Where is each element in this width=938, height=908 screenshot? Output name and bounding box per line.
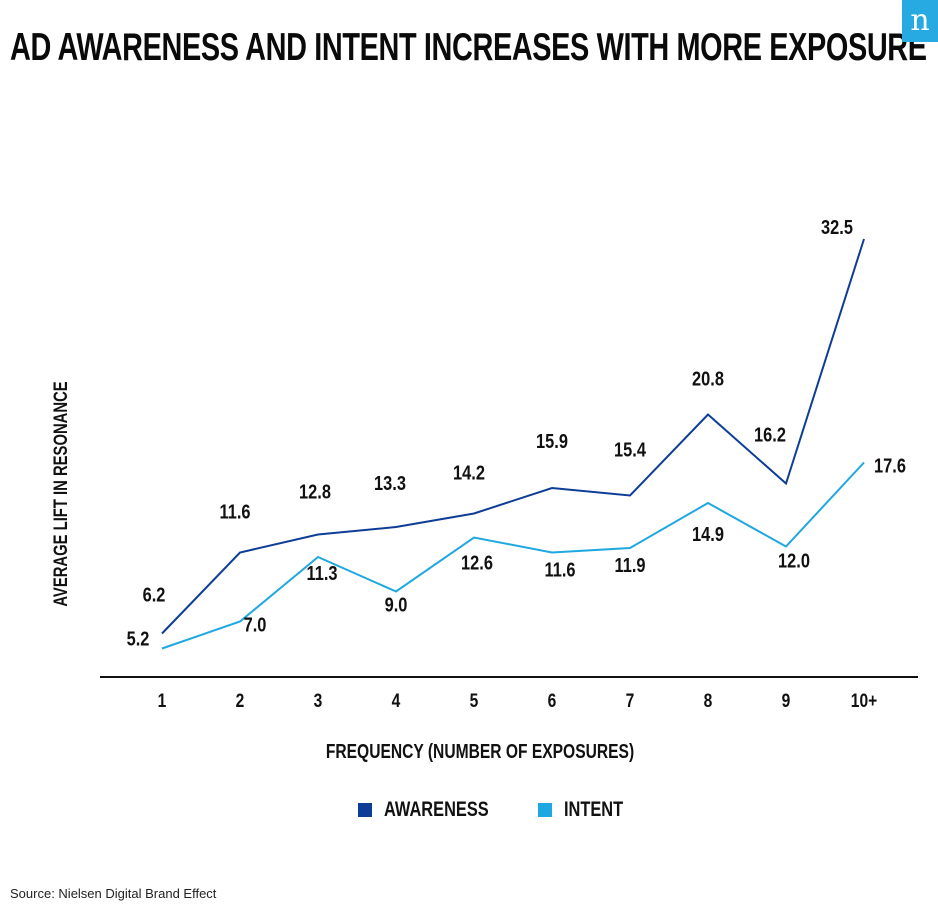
x-tick-label: 7 [626, 690, 635, 712]
data-label-awareness: 6.2 [143, 583, 166, 606]
data-label-intent: 9.0 [385, 593, 408, 616]
x-tick-label: 8 [704, 690, 713, 712]
data-label-intent: 11.3 [307, 561, 338, 584]
x-axis-label: FREQUENCY (NUMBER OF EXPOSURES) [325, 741, 635, 763]
data-label-awareness: 16.2 [754, 423, 786, 446]
legend-label-intent: INTENT [564, 798, 624, 821]
data-label-intent: 12.0 [778, 549, 810, 572]
data-label-awareness: 15.9 [536, 429, 568, 452]
legend-swatch-intent [538, 803, 553, 817]
x-tick-label: 4 [392, 690, 401, 712]
x-tick-label: 6 [548, 690, 557, 712]
x-tick-label: 2 [236, 690, 245, 712]
series-line-awareness [161, 238, 865, 635]
data-label-awareness: 20.8 [692, 367, 724, 390]
legend: AWARENESS INTENT [358, 798, 660, 822]
legend-item-intent: INTENT [538, 798, 640, 822]
source-note: Source: Nielsen Digital Brand Effect [10, 886, 217, 901]
legend-item-awareness: AWARENESS [358, 798, 518, 822]
data-label-awareness: 32.5 [821, 215, 853, 238]
legend-swatch-awareness [358, 803, 372, 817]
chart-title: AD AWARENESS AND INTENT INCREASES WITH M… [10, 26, 927, 69]
data-label-awareness: 13.3 [374, 471, 406, 494]
x-tick-label: 1 [158, 690, 167, 712]
data-label-intent: 17.6 [874, 454, 906, 477]
data-label-awareness: 15.4 [614, 438, 647, 461]
data-label-intent: 14.9 [692, 522, 724, 545]
data-label-intent: 7.0 [244, 613, 267, 636]
data-label-awareness: 12.8 [299, 480, 331, 503]
data-label-intent: 12.6 [461, 551, 493, 574]
x-tick-label: 9 [782, 690, 791, 712]
x-tick-label: 5 [470, 690, 479, 712]
data-label-intent: 5.2 [127, 627, 150, 650]
x-tick-label: 3 [314, 690, 323, 712]
data-label-intent: 11.6 [545, 558, 576, 581]
logo-letter: n [910, 3, 930, 38]
nielsen-logo: n [902, 0, 938, 42]
data-label-awareness: 14.2 [453, 461, 485, 484]
series-line-intent [161, 461, 865, 650]
data-label-awareness: 11.6 [220, 500, 251, 523]
legend-label-awareness: AWARENESS [384, 798, 489, 821]
x-tick-label: 10+ [851, 690, 877, 712]
data-label-intent: 11.9 [615, 553, 646, 576]
